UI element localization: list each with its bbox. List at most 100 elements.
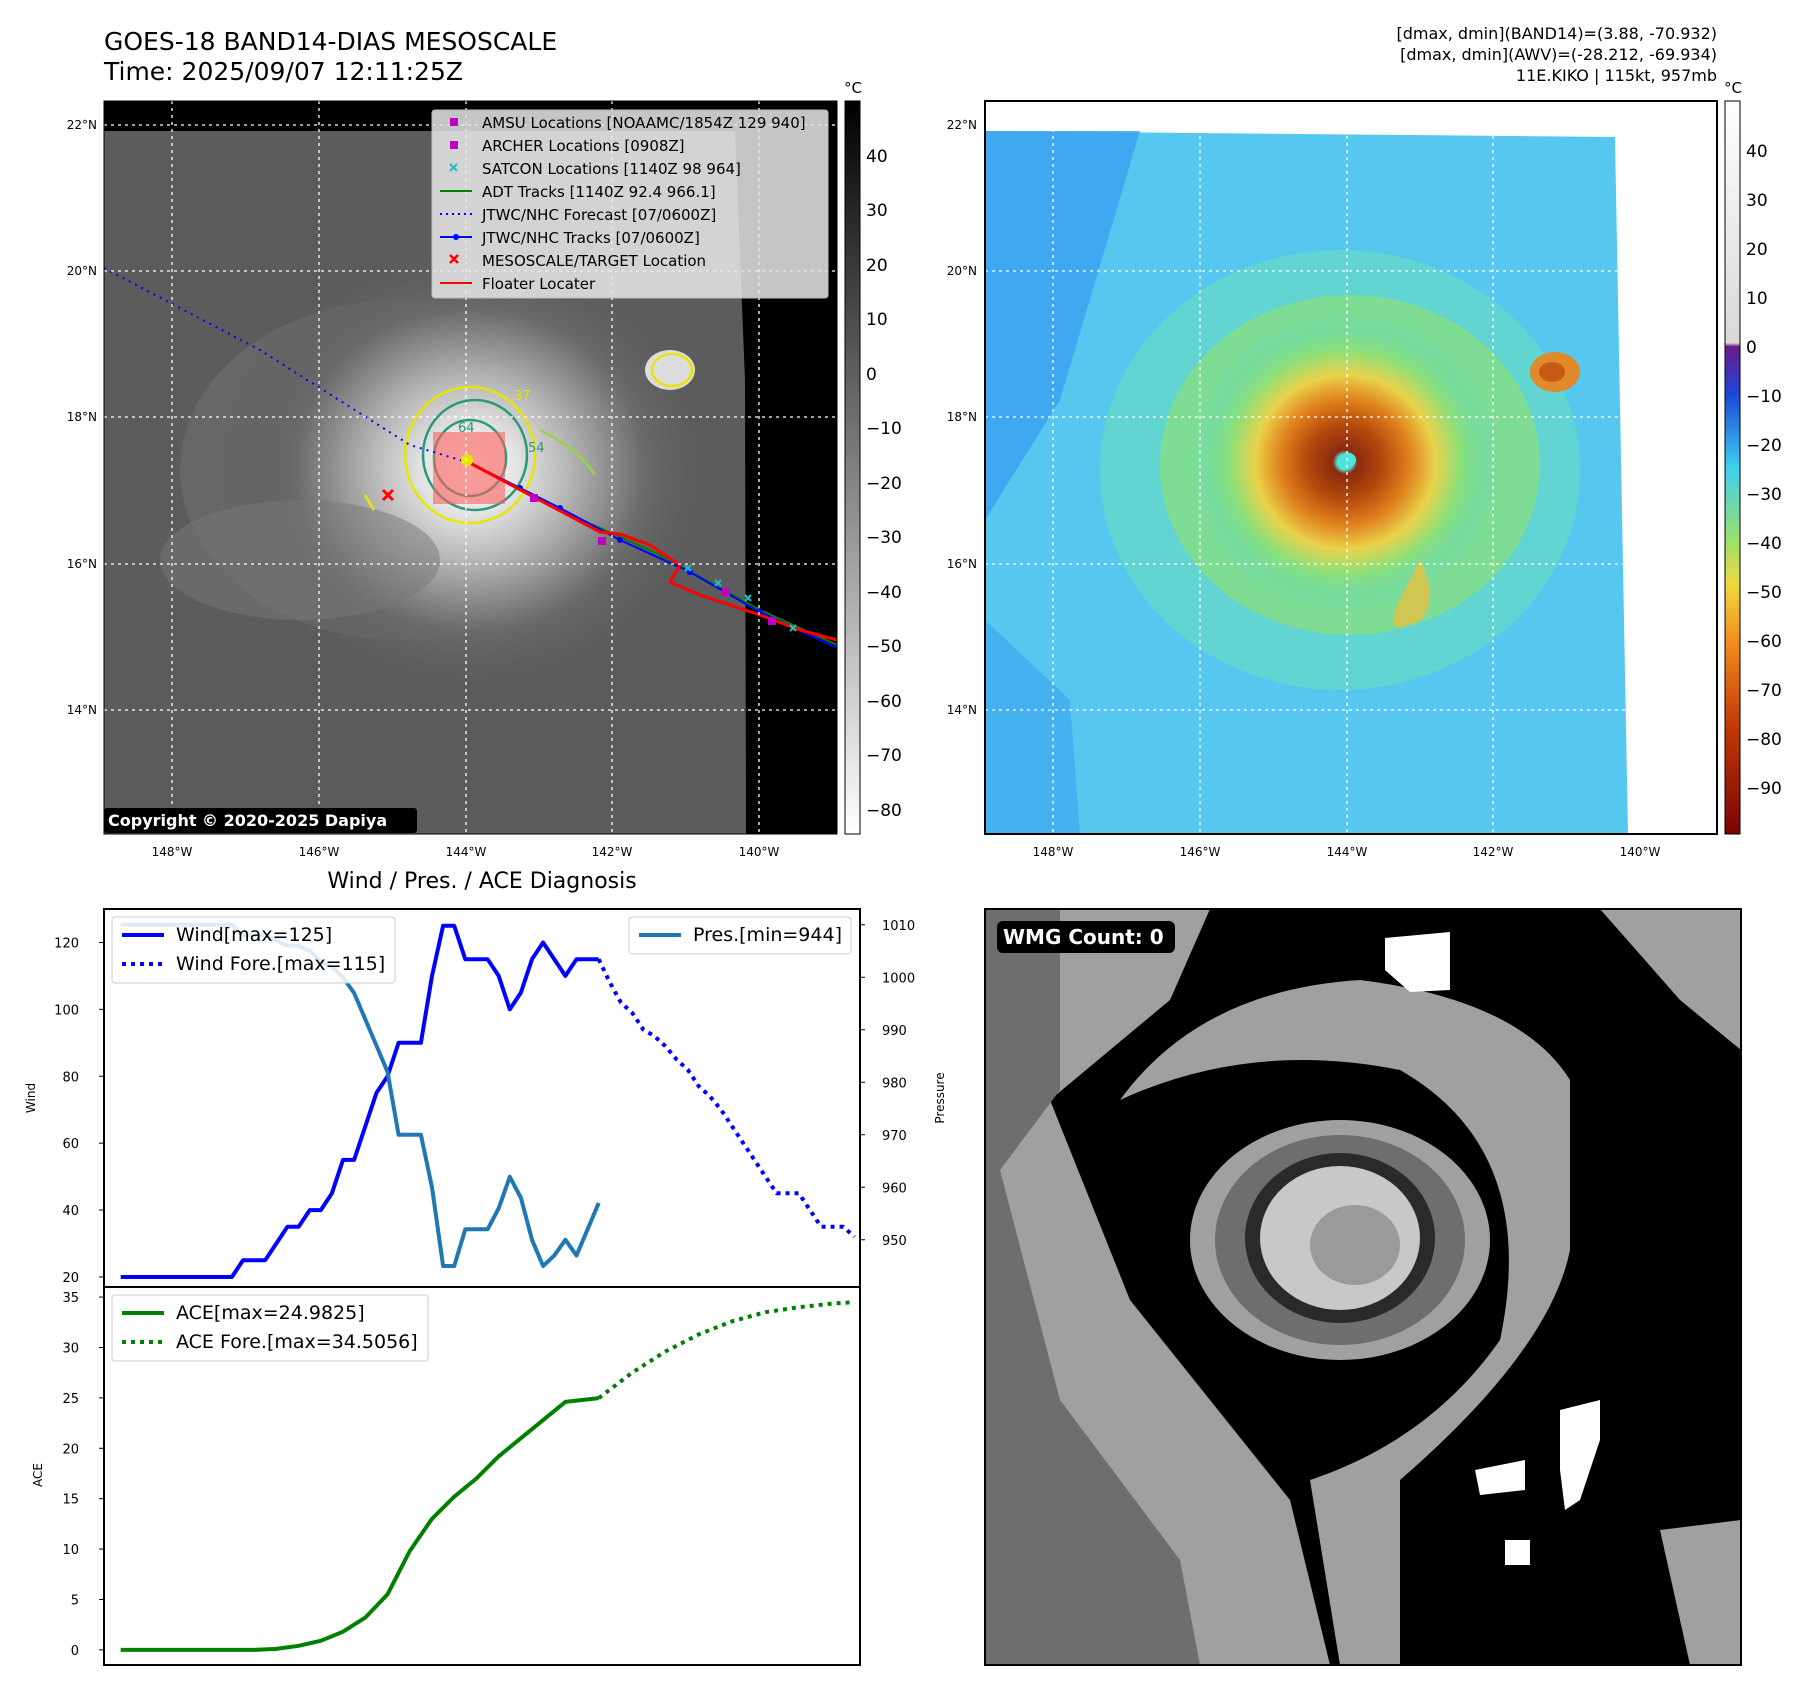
colorbar-tick: −70: [866, 746, 902, 766]
lon-label: 142°W: [1473, 845, 1514, 859]
contour-small-yellow: [650, 352, 694, 388]
wind-pressure-chart: Wind Pressure 20 40 60 80 100 120 950 960 970 98…: [24, 908, 947, 1288]
pressure-tick-label: 970: [882, 1129, 907, 1144]
pressure-tick-label: 980: [882, 1076, 907, 1091]
colorbar-tick: 40: [1746, 142, 1768, 162]
ace-tick-label: 10: [62, 1543, 79, 1558]
floater-track-line: [469, 461, 837, 642]
ace-tick-label: 30: [62, 1341, 79, 1356]
lon-label: 144°W: [446, 845, 487, 859]
lon-label: 148°W: [152, 845, 193, 859]
legend-ace: ACE[max=24.9825]: [176, 1302, 365, 1324]
legend-item: MESOSCALE/TARGET Location: [482, 252, 706, 270]
lat-label: 18°N: [947, 410, 977, 424]
ace-tick-label: 25: [62, 1392, 79, 1407]
wmg-count-box: [997, 921, 1175, 953]
contour-label: 54: [528, 441, 545, 456]
pressure-tick-label: 990: [882, 1024, 907, 1039]
legend-wind: Wind[max=125]: [176, 924, 332, 946]
lon-label: 144°W: [1327, 845, 1368, 859]
lon-label: 146°W: [299, 845, 340, 859]
colorbar-tick: 0: [866, 365, 877, 385]
colorbar-tick: −30: [1746, 485, 1782, 505]
ace-tick-label: 15: [62, 1493, 79, 1508]
legend-marker-satcon: [449, 163, 458, 172]
wind-axis-label: Wind: [24, 1083, 38, 1113]
ace-axis-label: ACE: [31, 1463, 45, 1487]
ace-legend: ACE[max=24.9825] ACE Fore.[max=34.5056]: [111, 1294, 429, 1362]
wind-tick-label: 60: [62, 1137, 79, 1152]
ace-tick-label: 5: [71, 1593, 79, 1608]
legend-item: AMSU Locations [NOAAMC/1854Z 129 940]: [482, 114, 806, 132]
lon-label: 148°W: [1033, 845, 1074, 859]
copyright-text: Copyright © 2020-2025 Dapiya: [108, 811, 387, 830]
pressure-tick-label: 1010: [882, 919, 915, 934]
wind-tick-label: 120: [54, 936, 79, 951]
colorbar-tick: −50: [866, 637, 902, 657]
colorbar-tick: −20: [866, 474, 902, 494]
eye-marker: [461, 454, 473, 466]
lat-label: 20°N: [67, 264, 97, 278]
colorbar-unit: °C: [844, 79, 862, 97]
colorbar-tick: −90: [1746, 779, 1782, 799]
legend-marker-mesoscale: [449, 254, 459, 264]
ace-chart: ACE 0 5 10 15 20 25 30 35 ACE[max=24.9825] ACE …: [31, 1286, 861, 1666]
colorbar-tick: −20: [1746, 436, 1782, 456]
storm-info: 11E.KIKO | 115kt, 957mb: [1516, 66, 1717, 85]
legend-item: ARCHER Locations [0908Z]: [482, 137, 685, 155]
lat-label: 16°N: [947, 557, 977, 571]
series-line-1: [596, 958, 856, 1239]
colorbar-tick: 30: [1746, 191, 1768, 211]
lat-label: 22°N: [67, 118, 97, 132]
colorbar-tick: 0: [1746, 338, 1757, 358]
colorbar-tick: −40: [1746, 534, 1782, 554]
legend-item: ADT Tracks [1140Z 92.4 966.1]: [482, 183, 716, 201]
colorbar-unit: °C: [1724, 79, 1742, 97]
figure-time: Time: 2025/09/07 12:11:25Z: [103, 57, 463, 86]
contour-teal: [421, 398, 529, 512]
colorbar-tick: −10: [1746, 387, 1782, 407]
lat-label: 22°N: [947, 118, 977, 132]
ace-tick-label: 0: [71, 1644, 79, 1659]
stats-band14: [dmax, dmin](BAND14)=(3.88, -70.932): [1397, 24, 1718, 43]
lat-label: 18°N: [67, 410, 97, 424]
map-legend: AMSU Locations [NOAAMC/1854Z 129 940] AR…: [431, 109, 829, 299]
colorbar-tick: −60: [866, 692, 902, 712]
wind-tick-label: 80: [62, 1070, 79, 1085]
lat-label: 14°N: [67, 703, 97, 717]
colorbar-tick: 40: [866, 147, 888, 167]
legend-marker-amsu: [450, 118, 458, 126]
colorbar-tick: 20: [866, 256, 888, 276]
lon-label: 140°W: [739, 845, 780, 859]
wind-legend: Wind[max=125] Wind Fore.[max=115]: [111, 916, 396, 984]
ace-tick-label: 20: [62, 1442, 79, 1457]
lon-label: 140°W: [1620, 845, 1661, 859]
lon-label: 142°W: [592, 845, 633, 859]
mesoscale-target-marker: [381, 488, 395, 502]
colorbar-tick: 10: [866, 310, 888, 330]
colorbar-color: °C 40 30 20 10 0 −10 −20 −30 −40 −50 −60…: [1724, 79, 1782, 835]
legend-marker-archer: [450, 141, 458, 149]
pressure-tick-label: 1000: [882, 971, 915, 986]
legend-item: JTWC/NHC Tracks [07/0600Z]: [481, 229, 700, 247]
colorbar-tick: 20: [1746, 240, 1768, 260]
ir-grayscale-map: 37 54 64: [67, 100, 838, 859]
colorbar-gray: °C 40 30 20 10 0 −10 −20 −30 −40 −50 −60…: [844, 79, 902, 835]
colorbar-tick: −30: [866, 528, 902, 548]
pressure-axis-label: Pressure: [933, 1072, 947, 1123]
wmg-panel: WMG Count: 0: [984, 908, 1742, 1666]
colorbar-tick: 30: [866, 201, 888, 221]
wind-tick-label: 100: [54, 1003, 79, 1018]
colorbar-tick: −60: [1746, 632, 1782, 652]
pressure-tick-label: 950: [882, 1234, 907, 1249]
stats-awv: [dmax, dmin](AWV)=(-28.212, -69.934): [1400, 45, 1717, 64]
colorbar-tick: 10: [1746, 289, 1768, 309]
colorbar-tick: −10: [866, 419, 902, 439]
wind-tick-label: 40: [62, 1204, 79, 1219]
mesoscale-target-box: [433, 432, 505, 504]
legend-item: Floater Locater: [482, 275, 596, 293]
wind-tick-label: 20: [62, 1271, 79, 1286]
ace-series-line-0: [120, 1396, 599, 1652]
colorbar-tick: −80: [866, 801, 902, 821]
legend-ace-fore: ACE Fore.[max=34.5056]: [176, 1331, 418, 1353]
